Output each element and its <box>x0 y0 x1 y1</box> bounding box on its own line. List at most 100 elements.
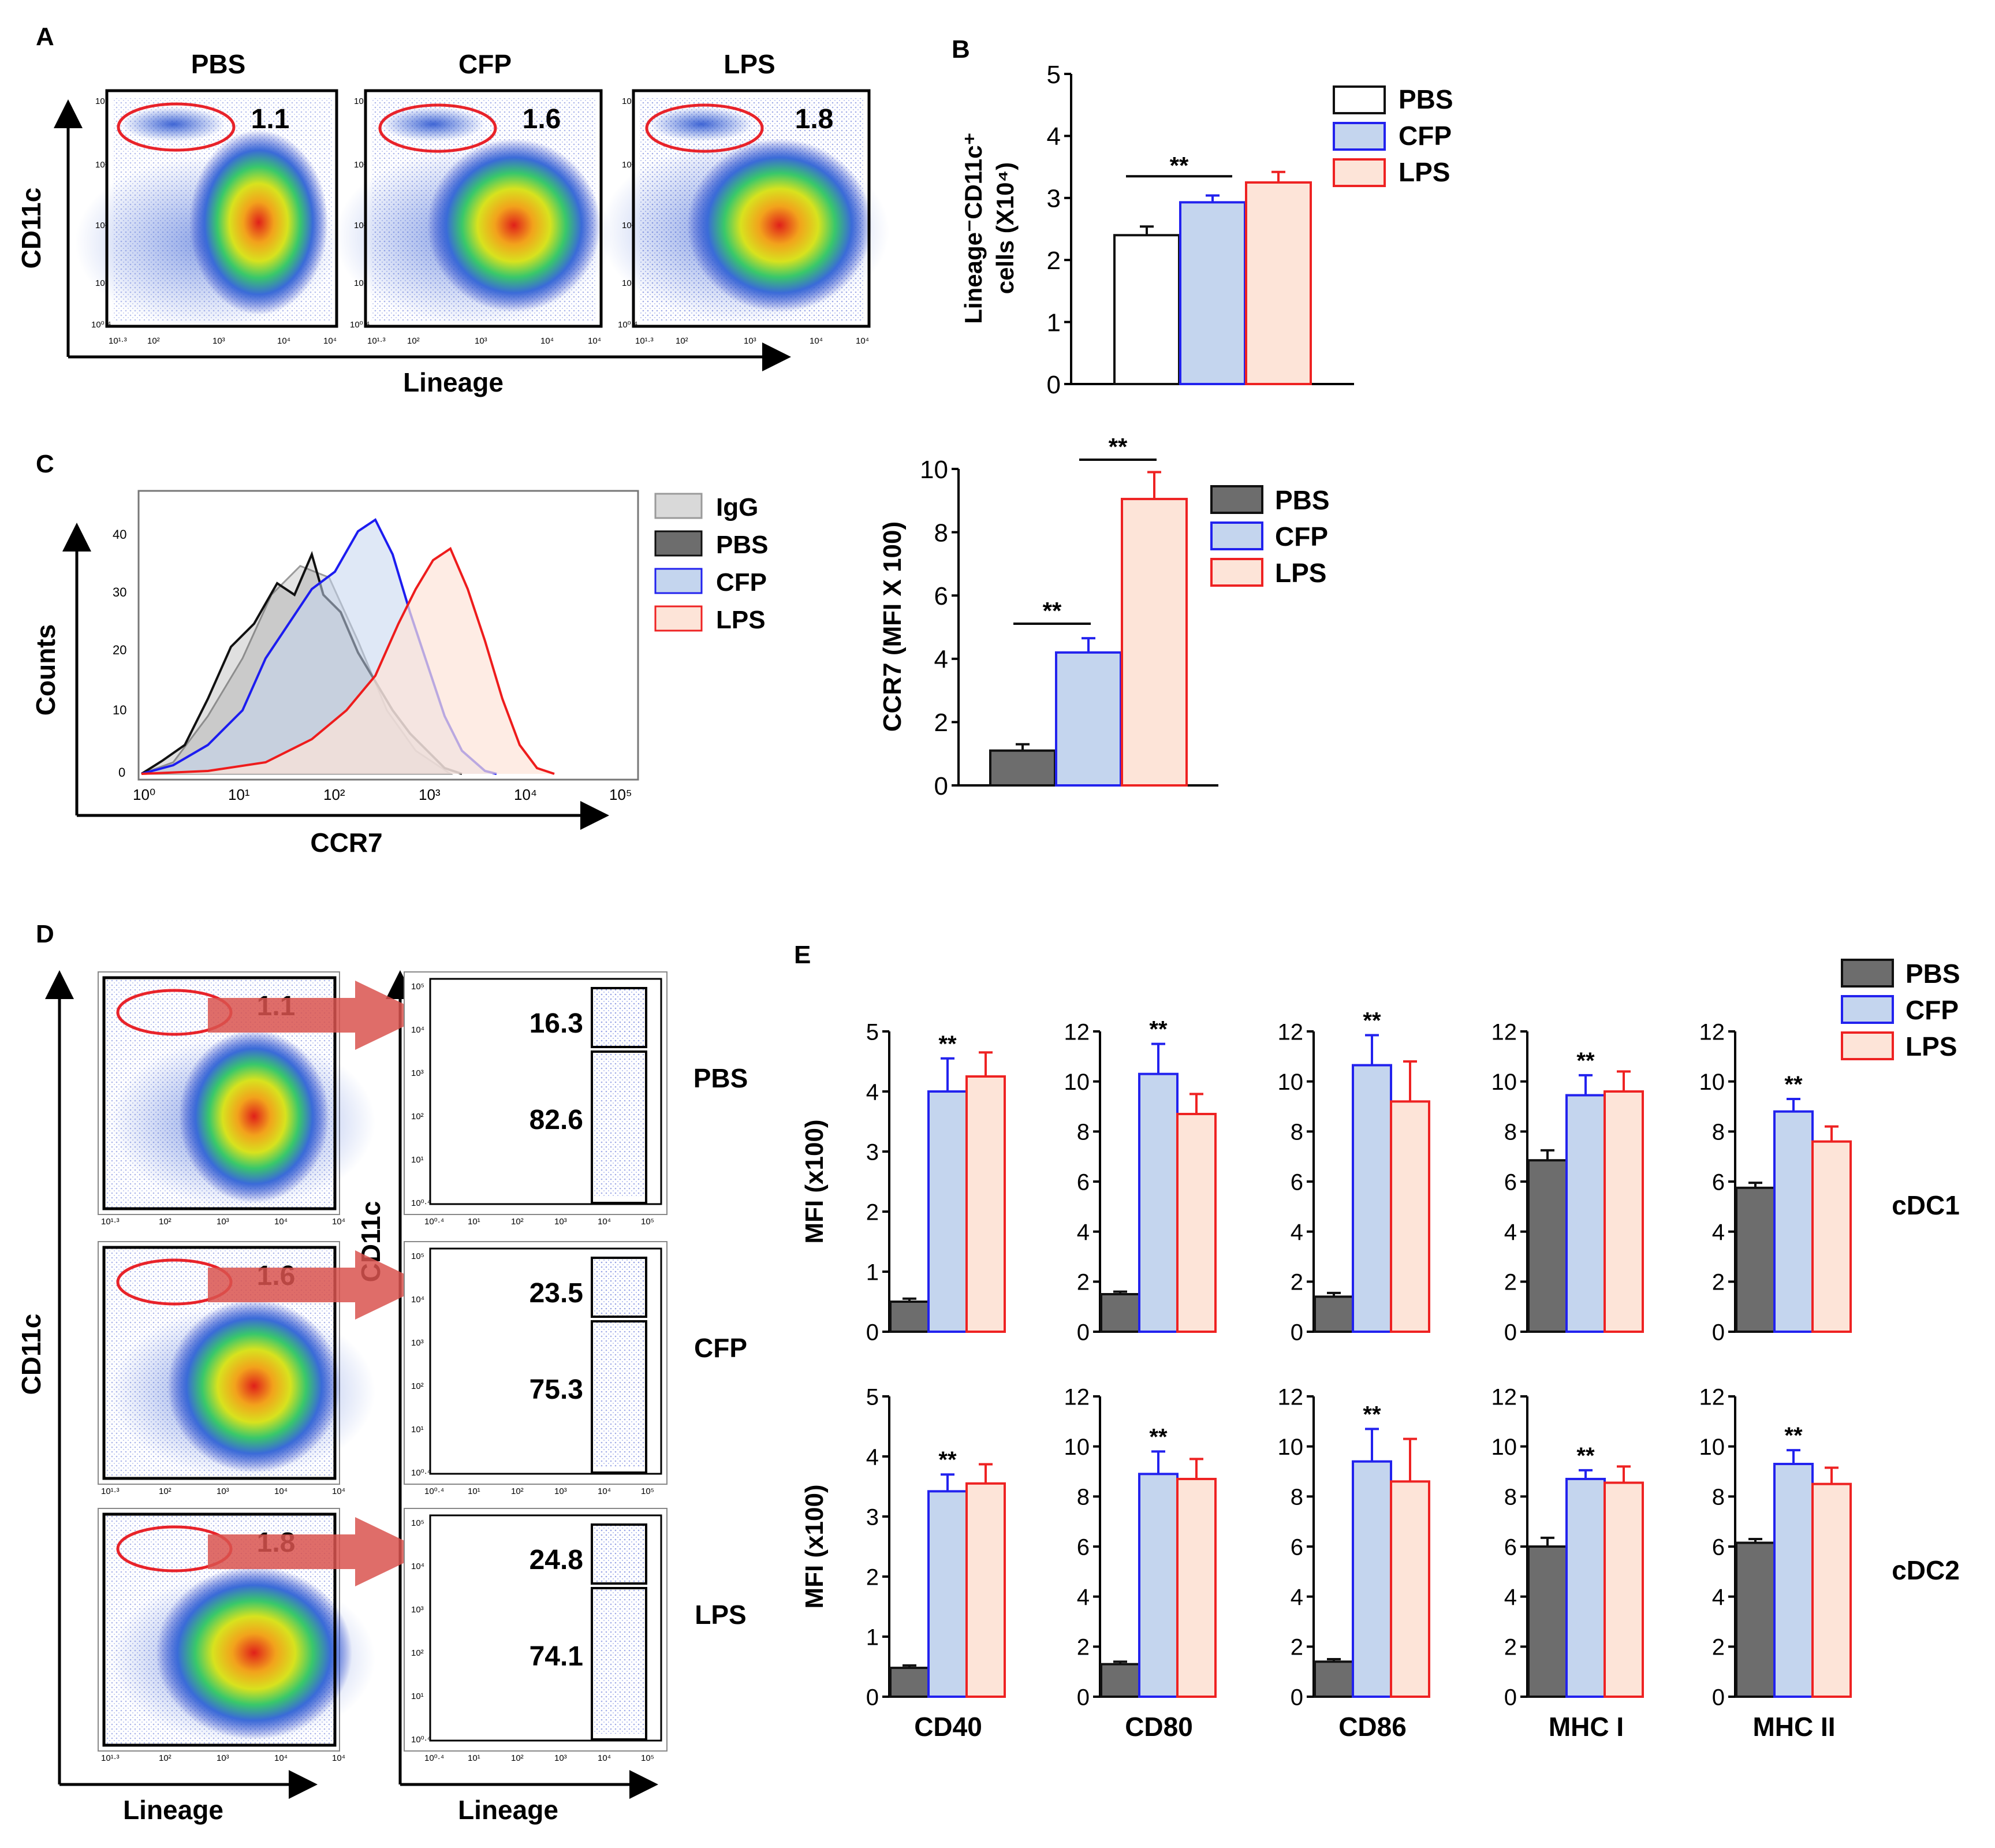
y-tick-label: 3 <box>866 1139 879 1165</box>
marker-label: CD86 <box>1338 1712 1407 1742</box>
bar-lps <box>965 1075 1006 1333</box>
y-tick-label: 2 <box>1077 1635 1090 1660</box>
x-tick-label: 10⁴ <box>332 1486 345 1496</box>
dot-cloud-core <box>167 1299 341 1473</box>
svg-text:10⁴: 10⁴ <box>622 96 635 106</box>
bar-pbs <box>1100 1663 1140 1698</box>
panel-d-rows: 1.110¹·³10²10³10⁴10⁴16.382.610⁰·⁴10¹10²1… <box>98 971 748 1763</box>
svg-text:10¹: 10¹ <box>95 278 108 288</box>
legend-label: CFP <box>716 568 767 597</box>
y-tick-label: 10³ <box>411 1605 424 1615</box>
legend-swatch <box>1210 521 1263 550</box>
svg-text:10²: 10² <box>354 221 367 230</box>
panel-e-chart-cd86: 0 2 4 6 8 10 12 ** CD86 <box>1278 1384 1430 1742</box>
x-tick-label: 10⁰·⁴ <box>424 1486 444 1496</box>
y-tick-label: 10¹ <box>411 1691 424 1701</box>
bar-cfp <box>927 1090 968 1333</box>
bar-lps <box>1390 1100 1430 1333</box>
x-tick-label: 10³ <box>217 1486 229 1496</box>
row-label: LPS <box>695 1600 746 1630</box>
bar-cfp <box>1179 201 1246 385</box>
y-tick-label: 5 <box>866 1384 879 1410</box>
upper-population <box>593 1526 645 1584</box>
panel-d-x-label: Lineage <box>123 1795 223 1825</box>
x-tick-label: 10² <box>159 1753 171 1763</box>
x-tick-label: 10³ <box>554 1486 567 1496</box>
panel-a-group-label: LPS <box>724 49 775 79</box>
y-tick-label: 2 <box>1047 247 1061 275</box>
panel-e-chart-cd80: 0 2 4 6 8 10 12 ** CD80 <box>1064 1384 1217 1742</box>
y-tick-label: 12 <box>1491 1019 1517 1045</box>
svg-text:10⁵: 10⁵ <box>609 786 632 803</box>
panel-e-chart-cd40: 0 1 2 3 4 5 ** CD40 <box>866 1384 1006 1742</box>
upper-population <box>593 989 645 1047</box>
y-tick-label: 8 <box>934 519 948 547</box>
svg-text:10¹·³: 10¹·³ <box>367 336 386 346</box>
svg-text:10¹: 10¹ <box>622 278 635 288</box>
y-tick-label: 12 <box>1064 1019 1090 1045</box>
x-tick-label: 10⁴ <box>274 1753 288 1763</box>
significance-label: ** <box>1043 597 1062 624</box>
upper-value: 23.5 <box>529 1278 583 1309</box>
y-tick-label: 10⁴ <box>411 1562 424 1571</box>
legend-swatch <box>1333 85 1386 114</box>
significance-label: ** <box>1784 1423 1803 1448</box>
histogram-lps <box>141 547 555 775</box>
y-tick-label: 12 <box>1699 1384 1725 1410</box>
panel-e-chart-mhc-i: 0 2 4 6 8 10 12 ** MHC I <box>1491 1384 1644 1742</box>
y-tick-label: 2 <box>1291 1635 1303 1660</box>
y-tick-label: 8 <box>1504 1120 1517 1145</box>
gate-plot-border <box>429 1247 662 1475</box>
y-tick-label: 8 <box>1291 1120 1303 1145</box>
significance-label: ** <box>1149 1017 1168 1042</box>
y-tick-label: 10² <box>411 1381 424 1391</box>
y-tick-label: 2 <box>1291 1270 1303 1295</box>
legend-swatch <box>1841 959 1894 988</box>
panel-e-chart-cd86: 0 2 4 6 8 10 12 ** <box>1278 1008 1430 1345</box>
legend-label: LPS <box>1399 157 1450 187</box>
svg-text:10²: 10² <box>622 221 635 230</box>
svg-text:10³: 10³ <box>212 336 225 346</box>
svg-text:10⁴: 10⁴ <box>856 336 869 346</box>
upper-value: 16.3 <box>529 1008 583 1039</box>
lower-value: 75.3 <box>529 1374 583 1405</box>
bar-lps <box>1811 1140 1852 1333</box>
svg-text:10²: 10² <box>95 221 108 230</box>
significance-label: ** <box>938 1031 957 1057</box>
svg-text:40: 40 <box>113 527 126 542</box>
gate-value: 1.8 <box>795 104 834 135</box>
y-tick-label: 10⁵ <box>411 1518 424 1528</box>
panel-a-x-label: Lineage <box>403 367 504 397</box>
panel-d-row-pbs: 1.110¹·³10²10³10⁴10⁴16.382.610⁰·⁴10¹10²1… <box>98 971 748 1227</box>
y-tick-label: 6 <box>1077 1169 1090 1195</box>
x-tick-label: 10² <box>159 1486 171 1496</box>
y-axis-label: MFI (x100) <box>800 1119 829 1243</box>
legend-swatch <box>1333 158 1386 187</box>
y-tick-label: 10⁰·⁴ <box>411 1198 431 1208</box>
svg-text:10⁰: 10⁰ <box>133 786 155 803</box>
y-tick-label: 10 <box>1278 1435 1304 1460</box>
x-tick-label: 10¹·³ <box>101 1486 120 1496</box>
x-tick-label: 10² <box>511 1217 524 1227</box>
legend-swatch <box>1333 122 1386 151</box>
panel-e-chart-cd80: 0 2 4 6 8 10 12 ** <box>1064 1017 1217 1345</box>
y-tick-label: 6 <box>1504 1534 1517 1560</box>
svg-text:10³: 10³ <box>475 336 487 346</box>
y-tick-label: 8 <box>1712 1120 1725 1145</box>
y-tick-label: 10¹ <box>411 1425 424 1435</box>
legend-swatch <box>1841 1031 1894 1060</box>
x-tick-label: 10³ <box>554 1753 567 1763</box>
y-tick-label: 10 <box>1064 1435 1090 1460</box>
y-tick-label: 10 <box>1278 1070 1304 1095</box>
y-tick-label: 2 <box>934 709 948 737</box>
panel-e-chart-mhc-ii: 0 2 4 6 8 10 12 ** MHC II <box>1699 1384 1852 1742</box>
panel-c-x-label: CCR7 <box>310 828 382 858</box>
y-tick-label: 0 <box>1291 1685 1303 1710</box>
y-tick-label: 10 <box>920 456 948 484</box>
upper-value: 24.8 <box>529 1545 583 1575</box>
y-tick-label: 1 <box>1047 308 1061 337</box>
bar-lps <box>965 1482 1006 1698</box>
panel-c-hist-legend: IgG PBS CFP LPS <box>654 493 768 634</box>
y-tick-label: 4 <box>1712 1220 1725 1245</box>
y-tick-label: 12 <box>1278 1384 1304 1410</box>
